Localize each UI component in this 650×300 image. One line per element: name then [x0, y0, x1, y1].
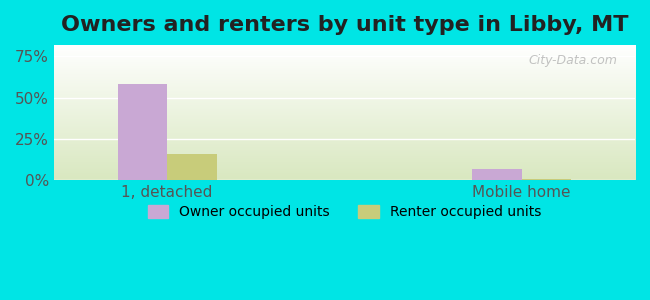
- Bar: [118, 85, 167, 180]
- Bar: [167, 154, 216, 180]
- Legend: Owner occupied units, Renter occupied units: Owner occupied units, Renter occupied un…: [142, 200, 547, 225]
- Title: Owners and renters by unit type in Libby, MT: Owners and renters by unit type in Libby…: [60, 15, 628, 35]
- Bar: [472, 169, 521, 180]
- Text: City-Data.com: City-Data.com: [528, 54, 618, 68]
- Bar: [521, 178, 571, 180]
